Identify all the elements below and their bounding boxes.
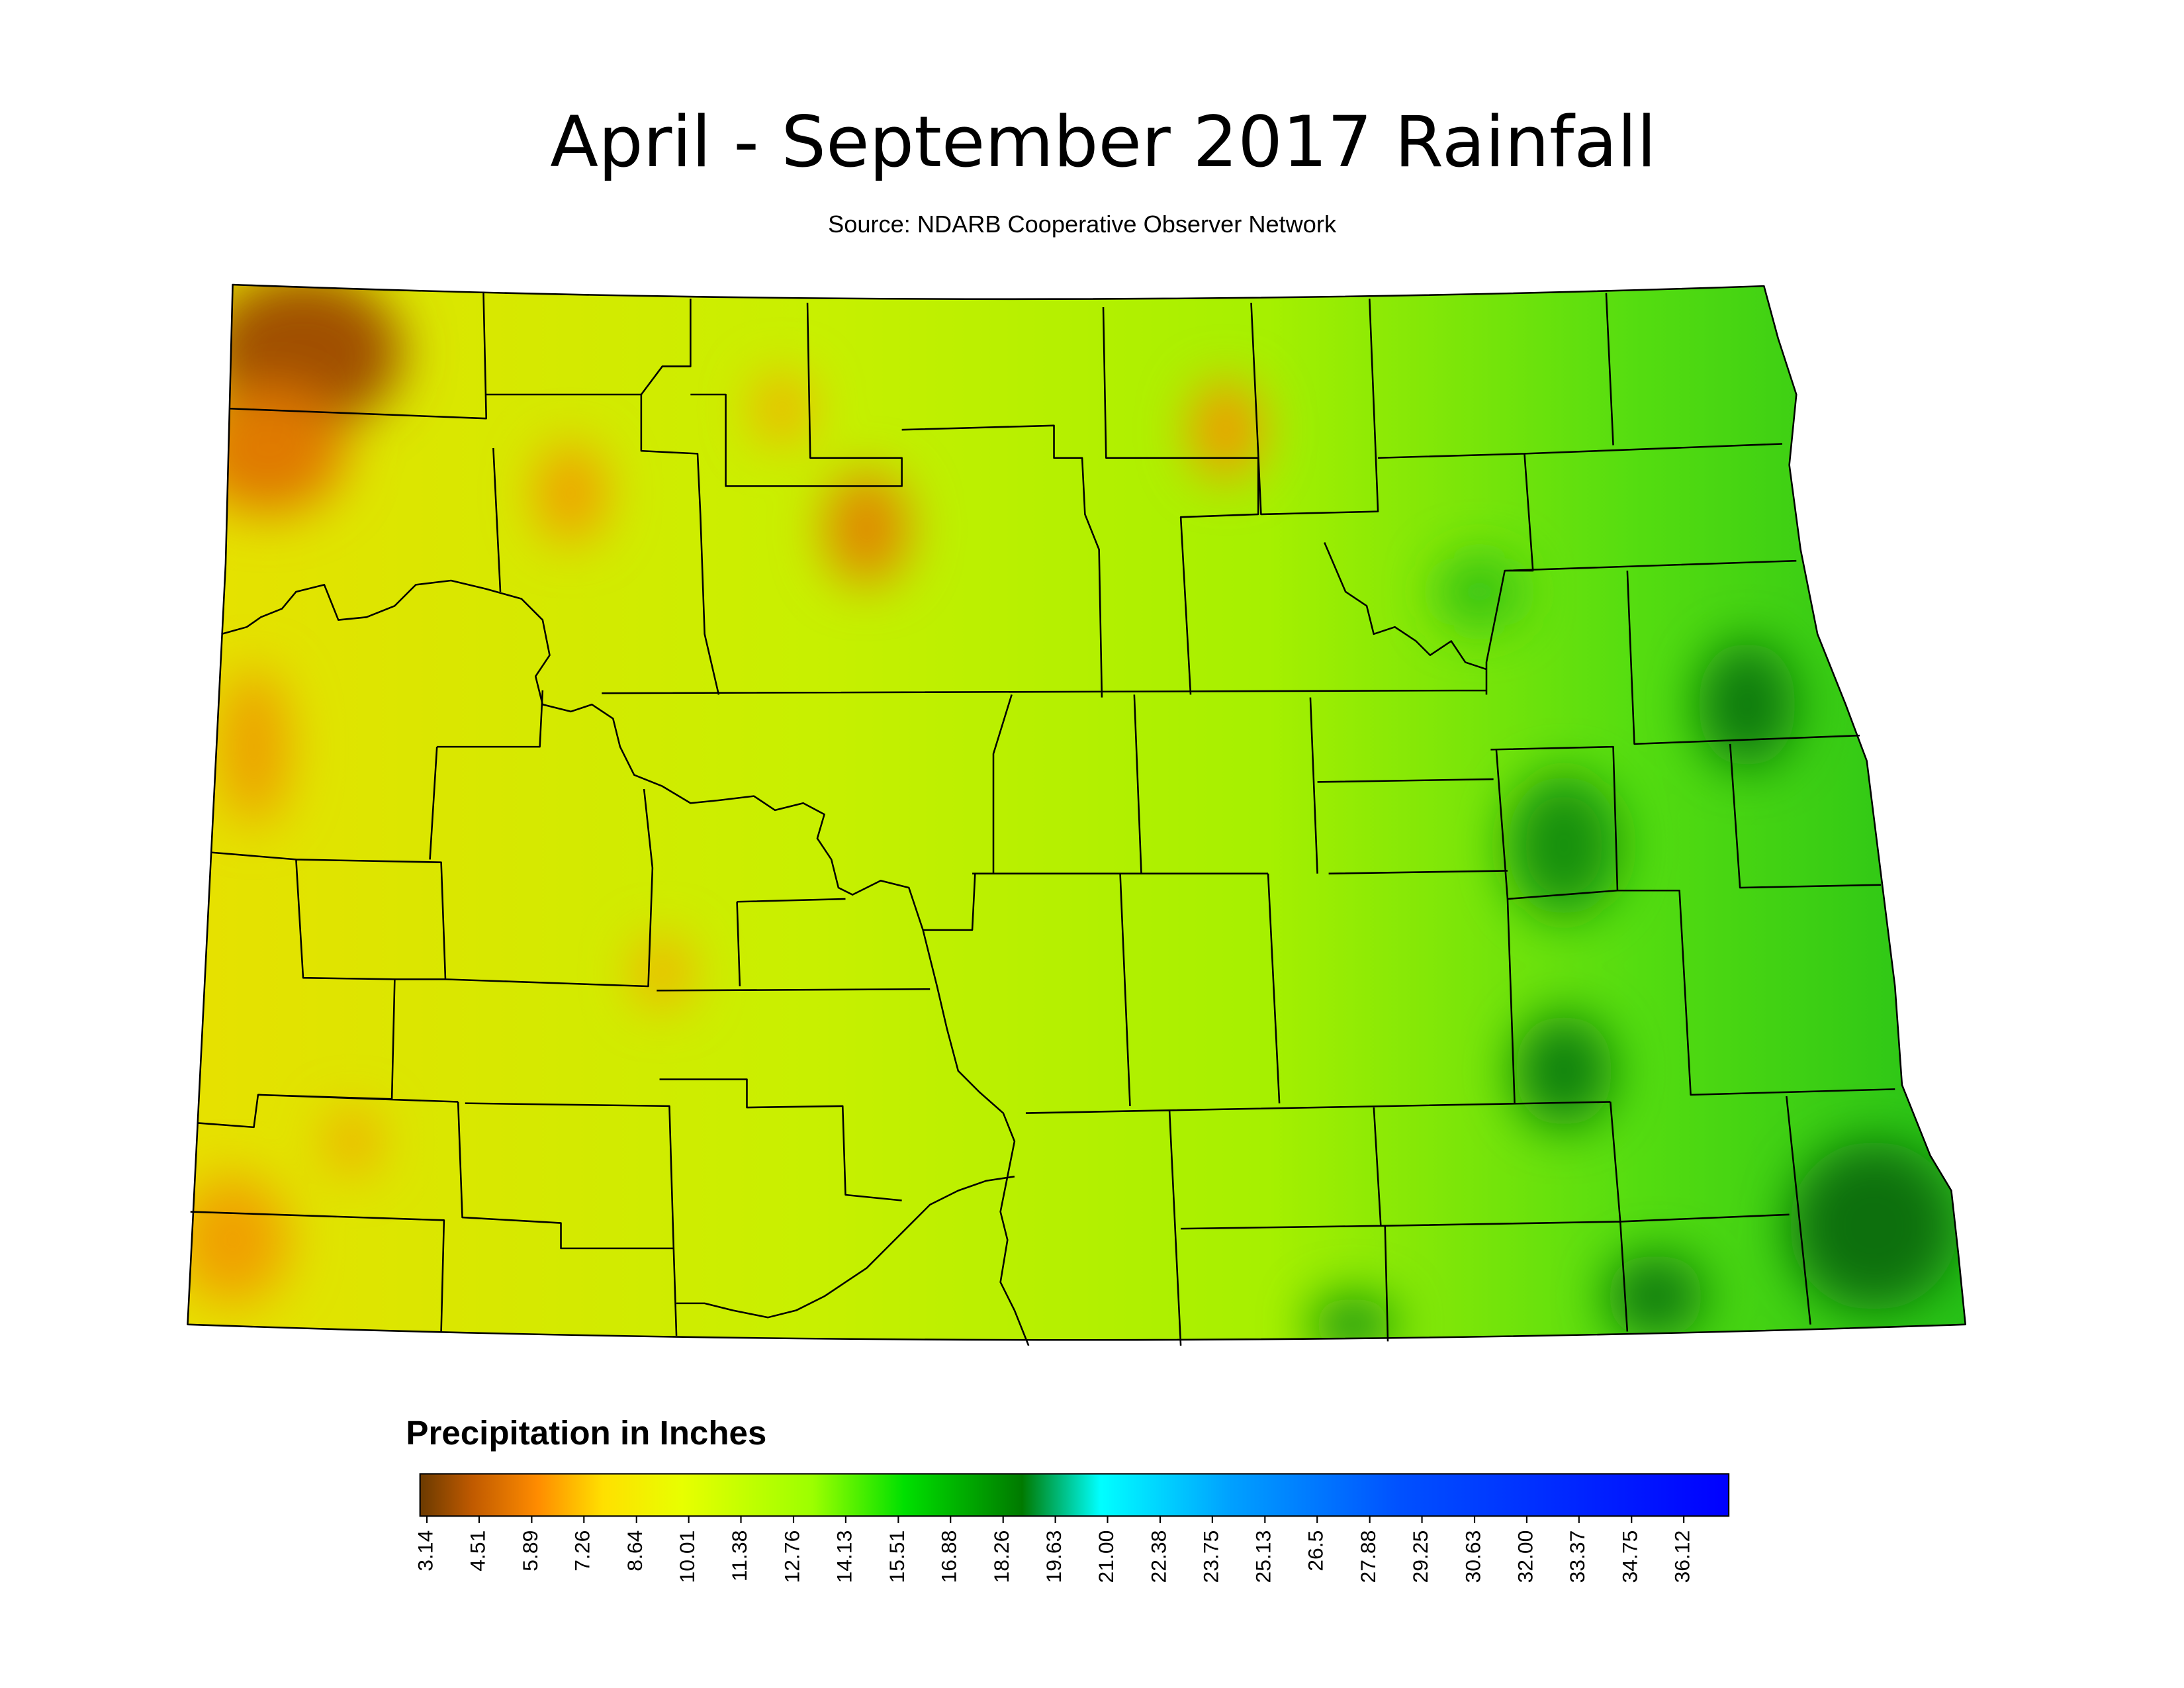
tick-label: 25.13 xyxy=(1251,1530,1275,1583)
tick-label: 22.38 xyxy=(1146,1530,1170,1583)
title: April - September 2017 Rainfall xyxy=(550,101,1656,183)
tick-label: 36.12 xyxy=(1670,1530,1694,1583)
tick-label: 33.37 xyxy=(1565,1530,1589,1583)
tick-label: 11.38 xyxy=(727,1530,751,1581)
tick-label: 12.76 xyxy=(780,1530,803,1583)
legend-title: Precipitation in Inches xyxy=(406,1414,766,1452)
tick-label: 14.13 xyxy=(832,1530,856,1583)
tick-label: 10.01 xyxy=(675,1530,699,1583)
tick-label: 15.51 xyxy=(885,1530,909,1583)
color-bar xyxy=(419,1473,1730,1517)
tick-label: 23.75 xyxy=(1199,1530,1222,1583)
tick-label: 7.26 xyxy=(570,1530,594,1571)
tick-label: 16.88 xyxy=(937,1530,961,1583)
tick-label: 29.25 xyxy=(1408,1530,1432,1583)
rainfall-surface xyxy=(187,284,1966,1340)
tick-label: 4.51 xyxy=(465,1530,489,1571)
tick-label: 26.5 xyxy=(1304,1530,1328,1571)
tick-label: 8.64 xyxy=(623,1530,647,1571)
tick-label: 32.00 xyxy=(1513,1530,1537,1583)
tick-label: 30.63 xyxy=(1461,1530,1484,1583)
tick-label: 19.63 xyxy=(1042,1530,1066,1583)
tick-label: 27.88 xyxy=(1356,1530,1380,1583)
tick-label: 3.14 xyxy=(413,1530,437,1571)
tick-label: 21.00 xyxy=(1094,1530,1118,1583)
tick-label: 5.89 xyxy=(518,1530,542,1571)
county-boundaries xyxy=(187,283,1966,1346)
subtitle: Source: NDARB Cooperative Observer Netwo… xyxy=(828,211,1337,238)
tick-label: 18.26 xyxy=(989,1530,1013,1583)
tick-label: 34.75 xyxy=(1618,1530,1642,1583)
